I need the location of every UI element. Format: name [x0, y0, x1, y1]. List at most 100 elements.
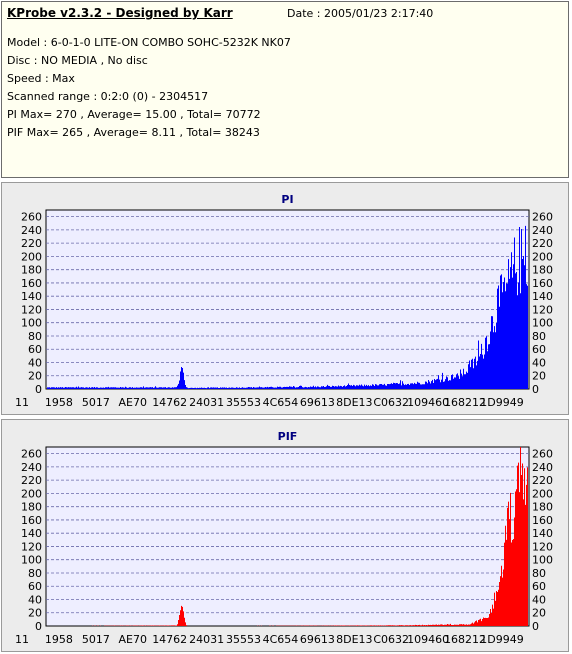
plot-area: [45, 446, 530, 627]
y-tick-label-left: 20: [28, 607, 42, 620]
y-tick-label-right: 140: [532, 527, 553, 540]
pi-chart-panel: PI 0 0 20 20 40 40 60 60 80 80 100 100 120 120 140 140 16…: [1, 182, 569, 415]
x-tick-label: AE70: [119, 396, 147, 409]
x-tick-label: 168212: [444, 633, 486, 646]
y-tick-label-left: 240: [21, 224, 42, 237]
x-tick-label: 1958: [45, 396, 73, 409]
y-tick-label-right: 220: [532, 474, 553, 487]
y-tick-label-left: 120: [21, 540, 42, 553]
y-tick-label-left: 220: [21, 237, 42, 250]
x-tick-label: 5017: [82, 633, 110, 646]
x-tick-label: 69613: [300, 633, 335, 646]
info-panel: KProbe v2.3.2 - Designed by Karr Date : …: [1, 1, 569, 178]
y-tick-label-right: 100: [532, 554, 553, 567]
y-tick-label-left: 0: [35, 620, 42, 633]
y-tick-label-right: 20: [532, 370, 546, 383]
x-tick-label: 35553: [226, 633, 261, 646]
x-tick-label: 8DE13: [336, 396, 372, 409]
x-tick-label: 4C654: [263, 633, 299, 646]
x-tick-label: AE70: [119, 633, 147, 646]
y-tick-label-left: 80: [28, 330, 42, 343]
y-tick-label-right: 200: [532, 487, 553, 500]
x-tick-label: 4C654: [263, 396, 299, 409]
y-tick-label-right: 240: [532, 461, 553, 474]
y-tick-label-left: 80: [28, 567, 42, 580]
y-tick-label-right: 0: [532, 383, 539, 396]
y-tick-label-right: 60: [532, 343, 546, 356]
y-tick-label-right: 40: [532, 593, 546, 606]
pi-stats-line: PI Max= 270 , Average= 15.00 , Total= 70…: [7, 108, 261, 121]
y-tick-label-left: 60: [28, 343, 42, 356]
y-tick-label-right: 120: [532, 303, 553, 316]
y-tick-label-right: 160: [532, 277, 553, 290]
scan-date: Date : 2005/01/23 2:17:40: [287, 7, 434, 20]
y-tick-label-left: 100: [21, 554, 42, 567]
y-tick-label-left: 0: [35, 383, 42, 396]
disc-line: Disc : NO MEDIA , No disc: [7, 54, 148, 67]
y-tick-label-left: 260: [21, 448, 42, 461]
x-tick-label: C0632: [373, 396, 409, 409]
app-title: KProbe v2.3.2 - Designed by Karr: [7, 6, 233, 20]
y-tick-label-left: 60: [28, 580, 42, 593]
x-tick-label: 8DE13: [336, 633, 372, 646]
y-tick-label-left: 160: [21, 514, 42, 527]
y-tick-label-right: 100: [532, 317, 553, 330]
y-tick-label-left: 180: [21, 264, 42, 277]
x-tick-label: 168212: [444, 396, 486, 409]
pif-stats-line: PIF Max= 265 , Average= 8.11 , Total= 38…: [7, 126, 260, 139]
x-tick-label: 14762: [152, 633, 187, 646]
x-tick-label: 1D9949: [480, 396, 523, 409]
y-tick-label-left: 20: [28, 370, 42, 383]
x-tick-label: C0632: [373, 633, 409, 646]
chart-title: PIF: [278, 430, 298, 443]
scanned-range-line: Scanned range : 0:2:0 (0) - 2304517: [7, 90, 209, 103]
y-tick-label-left: 40: [28, 593, 42, 606]
x-tick-label: 1D9949: [480, 633, 523, 646]
y-tick-label-right: 120: [532, 540, 553, 553]
y-tick-label-right: 160: [532, 514, 553, 527]
x-tick-label: 24031: [189, 396, 224, 409]
y-tick-label-left: 140: [21, 527, 42, 540]
plot-area: [45, 209, 530, 390]
y-tick-label-left: 240: [21, 461, 42, 474]
speed-line: Speed : Max: [7, 72, 75, 85]
y-tick-label-right: 180: [532, 501, 553, 514]
x-tick-label: 5017: [82, 396, 110, 409]
model-line: Model : 6-0-1-0 LITE-ON COMBO SOHC-5232K…: [7, 36, 291, 49]
y-tick-label-right: 220: [532, 237, 553, 250]
pif-chart-panel: PIF 0 0 20 20 40 40 60 60 80 80 100 100 120 120 140 140 1…: [1, 419, 569, 652]
x-tick-label: 69613: [300, 396, 335, 409]
y-tick-label-right: 240: [532, 224, 553, 237]
y-tick-label-left: 260: [21, 211, 42, 224]
y-tick-label-right: 0: [532, 620, 539, 633]
y-tick-label-right: 80: [532, 567, 546, 580]
x-tick-label: 35553: [226, 396, 261, 409]
y-tick-label-left: 140: [21, 290, 42, 303]
x-tick-label: 11: [15, 633, 29, 646]
y-tick-label-right: 60: [532, 580, 546, 593]
y-tick-label-right: 40: [532, 356, 546, 369]
y-tick-label-left: 100: [21, 317, 42, 330]
y-tick-label-left: 160: [21, 277, 42, 290]
y-tick-label-left: 40: [28, 356, 42, 369]
y-tick-label-left: 200: [21, 487, 42, 500]
x-tick-label: 11: [15, 396, 29, 409]
y-tick-label-right: 260: [532, 211, 553, 224]
x-tick-label: 14762: [152, 396, 187, 409]
y-tick-label-left: 220: [21, 474, 42, 487]
chart-title: PI: [281, 193, 293, 206]
y-tick-label-right: 260: [532, 448, 553, 461]
x-tick-label: 109460: [407, 396, 449, 409]
y-tick-label-right: 180: [532, 264, 553, 277]
y-tick-label-right: 140: [532, 290, 553, 303]
x-tick-label: 1958: [45, 633, 73, 646]
x-tick-label: 109460: [407, 633, 449, 646]
y-tick-label-right: 200: [532, 250, 553, 263]
y-tick-label-left: 200: [21, 250, 42, 263]
y-tick-label-right: 20: [532, 607, 546, 620]
x-tick-label: 24031: [189, 633, 224, 646]
y-tick-label-left: 180: [21, 501, 42, 514]
y-tick-label-right: 80: [532, 330, 546, 343]
